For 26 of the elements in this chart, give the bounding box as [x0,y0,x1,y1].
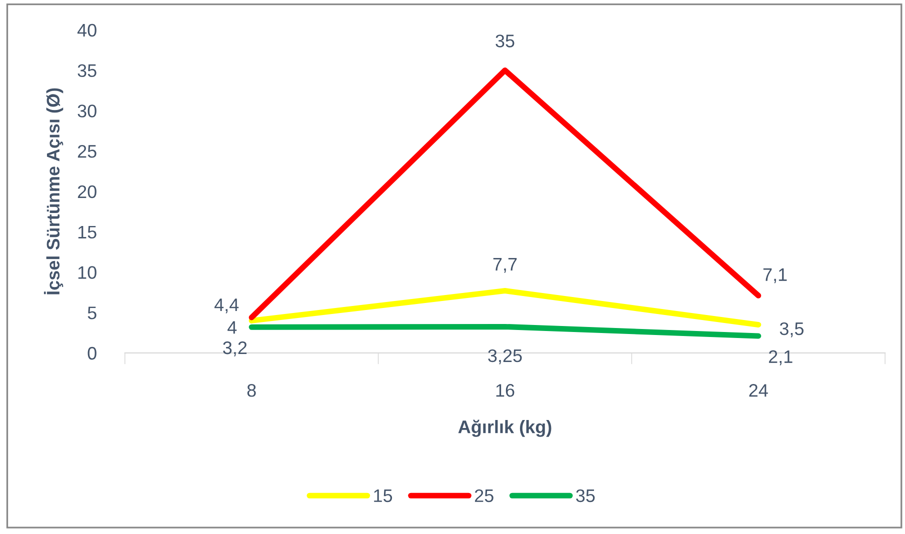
data-label: 4 [228,321,237,334]
x-tick-label: 16 [496,384,514,397]
data-label: 3,25 [488,349,522,364]
y-tick-label: 15 [78,226,96,239]
y-tick-label: 0 [88,346,96,360]
data-label: 2,1 [768,350,792,366]
y-tick-label: 25 [78,144,96,158]
data-label: 7,1 [763,268,787,284]
x-tick-label: 8 [247,384,256,397]
y-tick-label: 35 [78,64,96,78]
y-tick-label: 20 [78,185,96,198]
data-label: 4,4 [214,298,239,314]
y-tick-label: 30 [78,104,96,118]
y-tick-label: 5 [88,306,96,320]
data-label: 3,2 [223,341,247,356]
legend-label: 15 [374,490,392,502]
y-axis-title: İçsel Sürtünme Açısı (Ø) [44,88,64,294]
x-axis-title: Ağırlık (kg) [458,420,552,437]
data-label: 35 [496,34,514,48]
data-label: 3,5 [780,322,804,338]
legend-label: 35 [576,489,595,502]
legend-label: 25 [474,489,494,502]
data-label: 7,7 [493,258,517,273]
x-tick-label: 24 [749,384,768,397]
y-tick-label: 40 [77,24,96,37]
y-tick-label: 10 [78,266,96,279]
